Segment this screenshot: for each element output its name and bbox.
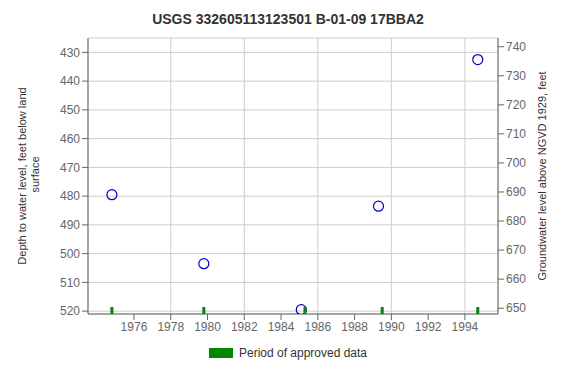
html-text:Period of approved data: Period of approved data [239,346,367,360]
svg-text:430: 430 [60,46,80,60]
svg-text:1992: 1992 [415,320,442,334]
svg-text:1978: 1978 [157,320,184,334]
svg-text:730: 730 [506,69,526,83]
svg-text:670: 670 [506,243,526,257]
svg-text:690: 690 [506,185,526,199]
svg-text:470: 470 [60,161,80,175]
svg-text:1986: 1986 [304,320,331,334]
html-text:USGS 332605113123501 B-01-09 1: USGS 332605113123501 B-01-09 17BBA2 [152,11,424,27]
svg-text:Groundwater level above NGVD 1: Groundwater level above NGVD 1929, feet [536,71,548,280]
svg-text:490: 490 [60,218,80,232]
svg-text:460: 460 [60,132,80,146]
svg-text:520: 520 [60,304,80,318]
svg-text:710: 710 [506,127,526,141]
svg-text:440: 440 [60,74,80,88]
svg-text:500: 500 [60,247,80,261]
svg-text:720: 720 [506,98,526,112]
svg-text:510: 510 [60,276,80,290]
svg-text:650: 650 [506,301,526,315]
svg-text:1984: 1984 [268,320,295,334]
svg-text:1990: 1990 [378,320,405,334]
svg-text:1982: 1982 [231,320,258,334]
svg-text:1976: 1976 [121,320,148,334]
svg-text:1988: 1988 [341,320,368,334]
svg-text:680: 680 [506,214,526,228]
svg-text:1994: 1994 [452,320,479,334]
svg-text:700: 700 [506,156,526,170]
svg-text:740: 740 [506,40,526,54]
svg-text:660: 660 [506,272,526,286]
svg-text:Depth to water level, feet bel: Depth to water level, feet below land su… [16,87,41,264]
svg-text:1980: 1980 [194,320,221,334]
svg-text:450: 450 [60,103,80,117]
svg-text:480: 480 [60,189,80,203]
